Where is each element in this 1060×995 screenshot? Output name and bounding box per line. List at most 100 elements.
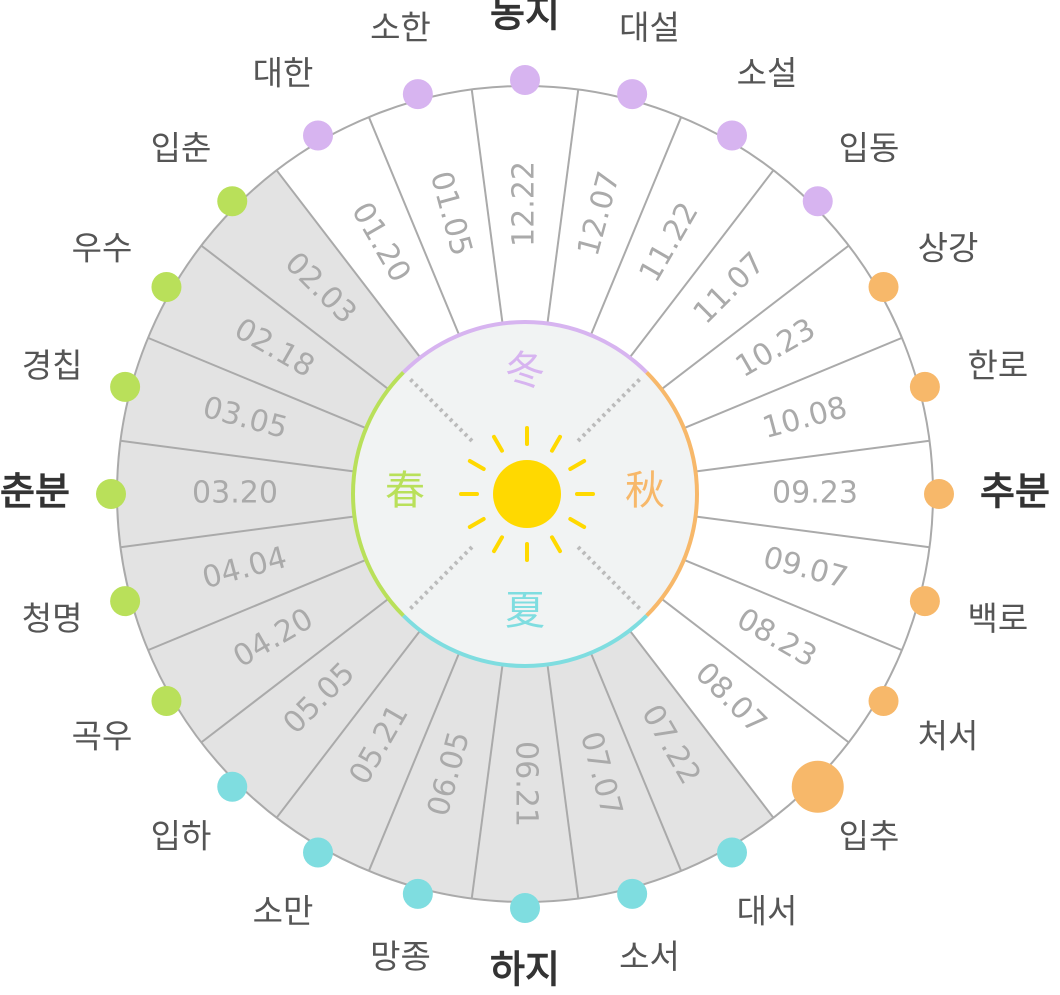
wedge-divider bbox=[200, 244, 390, 391]
term-name: 상강 bbox=[918, 228, 979, 267]
term-date: 12.22 bbox=[507, 161, 542, 247]
wedge-divider bbox=[546, 89, 580, 324]
wedge-divider bbox=[589, 652, 683, 872]
term-name: 청명 bbox=[22, 599, 83, 638]
term-date: 03.20 bbox=[192, 476, 278, 511]
wedge-shade bbox=[471, 664, 579, 903]
wedge-shade bbox=[547, 652, 682, 899]
season-label: 冬 bbox=[505, 348, 545, 394]
wedge-divider bbox=[367, 116, 461, 336]
term-date: 09.07 bbox=[759, 540, 851, 596]
wedge-divider bbox=[275, 629, 422, 819]
term-dot bbox=[217, 186, 248, 217]
season-divider bbox=[406, 545, 474, 613]
term-date: 01.05 bbox=[423, 168, 479, 260]
wedge-divider bbox=[683, 558, 903, 652]
term-date: 06.21 bbox=[509, 741, 544, 827]
wedge-divider bbox=[628, 629, 775, 819]
season-arc bbox=[401, 320, 649, 374]
term-name: 대한 bbox=[253, 53, 314, 92]
term-dot bbox=[510, 893, 540, 923]
term-dot bbox=[909, 371, 940, 402]
wedge-divider bbox=[147, 336, 367, 430]
season-divider bbox=[576, 545, 644, 613]
wedge-divider bbox=[200, 597, 390, 744]
sun-ray bbox=[492, 434, 504, 453]
term-dot bbox=[617, 878, 648, 909]
wedge-divider bbox=[695, 439, 930, 473]
term-dot bbox=[402, 79, 433, 110]
wedge-divider bbox=[628, 169, 775, 359]
sun-ray bbox=[550, 535, 562, 554]
term-name: 대서 bbox=[737, 892, 798, 931]
wedge-shade bbox=[148, 245, 389, 429]
season-label: 夏 bbox=[505, 588, 545, 634]
term-name: 경칩 bbox=[22, 346, 83, 385]
term-name: 망종 bbox=[370, 937, 431, 976]
wedge-shade bbox=[148, 559, 389, 743]
season-arc bbox=[351, 370, 405, 618]
wedge-shade bbox=[201, 598, 421, 818]
term-name: 하지 bbox=[490, 948, 560, 992]
wedge-divider bbox=[147, 558, 367, 652]
term-name: 소한 bbox=[370, 8, 431, 47]
term-name: 입추 bbox=[839, 816, 900, 855]
term-name: 소서 bbox=[619, 937, 680, 976]
term-dot bbox=[717, 120, 747, 151]
wedge-shade bbox=[116, 440, 355, 548]
term-name: 추분 bbox=[980, 470, 1050, 514]
wedge-shade bbox=[276, 630, 460, 871]
wedge-divider bbox=[470, 664, 504, 899]
wedge-shade bbox=[368, 652, 503, 899]
term-name: 입하 bbox=[151, 816, 212, 855]
wedge-divider bbox=[589, 116, 683, 336]
sun-ray bbox=[467, 517, 486, 529]
wedge-shade bbox=[201, 170, 421, 390]
wedge-shade bbox=[590, 630, 774, 871]
term-dot bbox=[617, 79, 648, 110]
wedge-shade bbox=[120, 337, 367, 472]
term-dot bbox=[868, 272, 899, 302]
term-date: 09.23 bbox=[772, 476, 858, 511]
term-name: 곡우 bbox=[72, 717, 133, 756]
term-dot bbox=[96, 479, 126, 509]
term-dot bbox=[909, 586, 940, 617]
term-name: 대설 bbox=[619, 8, 680, 47]
term-name: 동지 bbox=[490, 0, 560, 36]
wedge-divider bbox=[120, 439, 355, 473]
term-name: 소설 bbox=[737, 53, 798, 92]
sun-ray bbox=[568, 517, 587, 529]
term-name: 소만 bbox=[253, 892, 314, 931]
season-arc bbox=[401, 614, 649, 668]
wedge-shade bbox=[120, 516, 367, 651]
term-dot bbox=[868, 686, 899, 716]
term-dot bbox=[151, 686, 182, 716]
term-dot bbox=[151, 272, 182, 302]
term-dot bbox=[110, 371, 141, 402]
wedge-divider bbox=[660, 244, 850, 391]
sun-ray bbox=[568, 459, 587, 471]
term-name: 춘분 bbox=[0, 470, 70, 514]
wedge-divider bbox=[695, 515, 930, 549]
term-date: 12.07 bbox=[571, 168, 627, 260]
sun-ray bbox=[467, 459, 486, 471]
term-date: 10.08 bbox=[759, 390, 851, 446]
sun-ray bbox=[492, 535, 504, 554]
season-arc bbox=[645, 370, 699, 618]
term-dot bbox=[791, 760, 844, 813]
season-divider bbox=[406, 375, 474, 443]
term-name: 백로 bbox=[968, 599, 1029, 638]
wedge-divider bbox=[470, 89, 504, 324]
term-date: 10.23 bbox=[730, 312, 822, 385]
season-label: 秋 bbox=[625, 468, 665, 514]
term-dot bbox=[110, 586, 141, 617]
term-dot bbox=[303, 120, 333, 151]
wedge-divider bbox=[120, 515, 355, 549]
wedge-divider bbox=[367, 652, 461, 872]
term-dot bbox=[402, 878, 433, 909]
wedge-divider bbox=[275, 169, 422, 359]
term-name: 입동 bbox=[839, 129, 900, 168]
wedge-divider bbox=[660, 597, 850, 744]
season-label: 春 bbox=[385, 468, 425, 514]
term-name: 입춘 bbox=[151, 129, 212, 168]
